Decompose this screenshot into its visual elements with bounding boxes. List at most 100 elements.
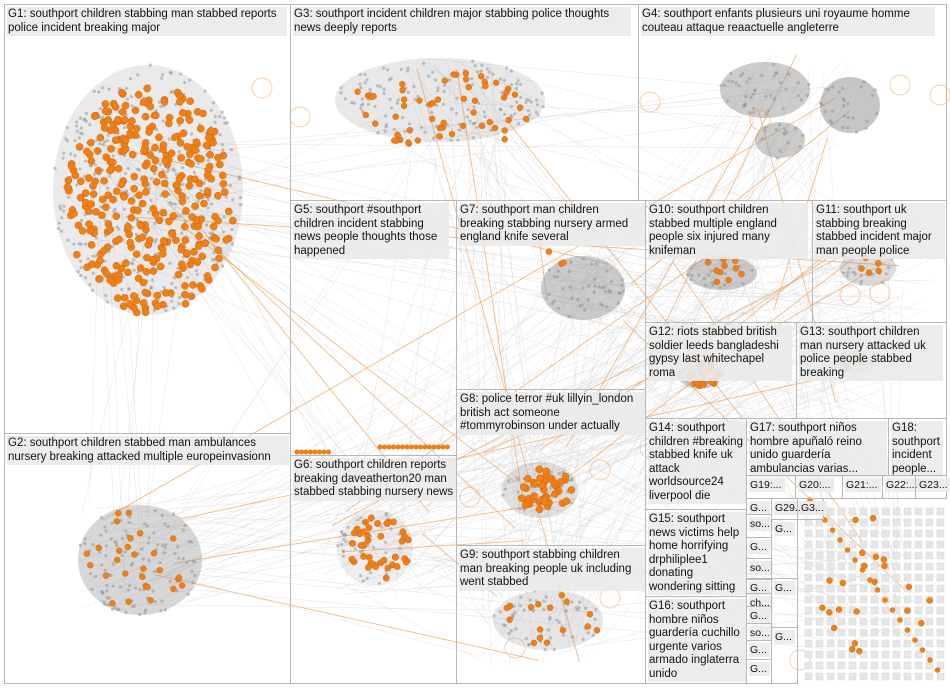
group-panel-g22[interactable]: G22:... [882, 475, 921, 499]
highlighted-vertex [113, 518, 121, 525]
vertex [83, 276, 88, 280]
vertex [217, 114, 222, 119]
highlighted-vertex [203, 187, 212, 196]
vertex [502, 112, 507, 116]
vertex [779, 81, 783, 85]
group-panel-g7[interactable]: G7: southport man children breaking stab… [456, 200, 646, 390]
group-panel-g20[interactable]: G20:... [795, 475, 843, 499]
vertex [534, 598, 538, 603]
mini-group-cell [837, 573, 846, 582]
group-panel-g35[interactable]: G... [746, 659, 772, 684]
group-panel-g23[interactable]: G23... [915, 475, 950, 499]
group-panel-g28[interactable]: G... [746, 537, 772, 559]
vertex [552, 648, 556, 652]
group-panel-g21[interactable]: G21:... [842, 475, 883, 499]
vertex [221, 148, 225, 152]
highlighted-vertex [186, 97, 194, 106]
group-panel-g32[interactable]: G... [746, 606, 772, 624]
group-label-g36: G... [774, 522, 795, 536]
group-panel-g34[interactable]: G... [746, 640, 772, 660]
vertex [485, 76, 489, 80]
vertex [541, 104, 545, 109]
mini-group-cell [815, 617, 824, 626]
vertex [751, 92, 756, 96]
vertex [339, 86, 343, 90]
vertex [238, 196, 243, 200]
group-panel-g1[interactable]: G1: southport children stabbing man stab… [4, 4, 291, 434]
mini-group-cell [859, 650, 868, 659]
group-panel-g11[interactable]: G11: southport uk stabbing breaking stab… [812, 200, 947, 323]
group-panel-g31[interactable]: ch... [746, 593, 773, 610]
group-panel-g33[interactable]: so... [746, 623, 773, 641]
group-panel-g30[interactable]: G... [746, 578, 772, 595]
group-panel-g13[interactable]: G13: southport children man nursery atta… [796, 322, 947, 419]
vertex [126, 166, 130, 171]
vertex [84, 111, 89, 116]
vertex [131, 262, 135, 266]
vertex [163, 522, 167, 526]
vertex [346, 525, 350, 530]
group-panel-g19[interactable]: G19:... [746, 475, 796, 499]
vertex [786, 141, 790, 145]
group-panel-g14[interactable]: G14: southport children #breaking stabbe… [645, 418, 747, 510]
vertex [827, 87, 831, 92]
edge [446, 60, 458, 110]
highlighted-vertex [219, 179, 228, 188]
vertex [455, 96, 459, 100]
highlighted-vertex [201, 239, 209, 247]
vertex [379, 525, 384, 529]
group-panel-g12[interactable]: G12: riots stabbed british soldier leeds… [645, 322, 797, 419]
group-panel-g17[interactable]: G17: southport niños hombre apuñaló rein… [746, 418, 889, 477]
vertex [516, 78, 520, 83]
group-panel-g2[interactable]: G2: southport children stabbed man ambul… [4, 433, 291, 684]
group-panel-g27[interactable]: so... [746, 514, 773, 538]
vertex [457, 128, 462, 132]
group-panel-g16[interactable]: G16: southport hombre niños guardería cu… [645, 596, 747, 684]
group-panel-g4[interactable]: G4: southport enfants plusieurs uni roya… [638, 4, 947, 201]
highlighted-vertex [177, 260, 186, 269]
highlighted-vertex [542, 467, 551, 475]
group-panel-g5[interactable]: G5: southport #southport children incide… [290, 200, 457, 456]
vertex [104, 529, 108, 533]
mini-group-cell [925, 540, 934, 549]
vertex [593, 284, 597, 288]
highlighted-vertex [127, 535, 134, 542]
highlighted-vertex [151, 143, 159, 152]
group-label-g21: G21:... [845, 478, 881, 492]
highlighted-vertex [130, 172, 139, 181]
vertex [777, 123, 782, 127]
vertex [430, 111, 434, 115]
highlighted-vertex [96, 256, 104, 265]
mini-group-cell [914, 650, 923, 659]
vertex [175, 589, 179, 593]
group-label-g7: G7: southport man children breaking stab… [459, 203, 645, 246]
edge [146, 235, 513, 640]
highlighted-vertex [869, 514, 877, 522]
mini-group-cell [925, 518, 934, 527]
group-panel-g25[interactable]: G29... [771, 498, 807, 520]
edge [155, 570, 377, 592]
vertex [147, 558, 151, 563]
self-loop [869, 282, 891, 304]
group-panel-g18[interactable]: G18: southport incident people... [888, 418, 947, 477]
group-panel-g3[interactable]: G3: southport incident children major st… [290, 4, 639, 201]
group-panel-g6[interactable]: G6: southport children reports breaking … [290, 455, 457, 684]
mini-group-cell [848, 661, 857, 670]
mini-group-cell [936, 672, 945, 681]
group-panel-g10[interactable]: G10: southport children stabbed multiple… [645, 200, 813, 323]
group-panel-g29[interactable]: so... [746, 558, 773, 580]
group-panel-g26[interactable]: G3... [797, 498, 827, 520]
group-panel-g8[interactable]: G8: police terror #uk lillyin_london bri… [456, 389, 646, 546]
group-panel-g38[interactable]: G... [771, 627, 798, 684]
group-panel-g37[interactable]: G... [771, 578, 798, 628]
group-panel-g15[interactable]: G15: southport news victims help home ho… [645, 509, 747, 597]
vertex [124, 86, 129, 90]
group-panel-g36[interactable]: G... [771, 519, 798, 579]
mini-group-cell [925, 562, 934, 571]
vertex [136, 73, 140, 77]
highlighted-vertex [436, 444, 441, 450]
vertex [176, 266, 180, 270]
highlighted-vertex [161, 190, 170, 198]
group-panel-g9[interactable]: G9: southport stabbing children man brea… [456, 545, 646, 684]
highlighted-vertex [224, 207, 233, 216]
